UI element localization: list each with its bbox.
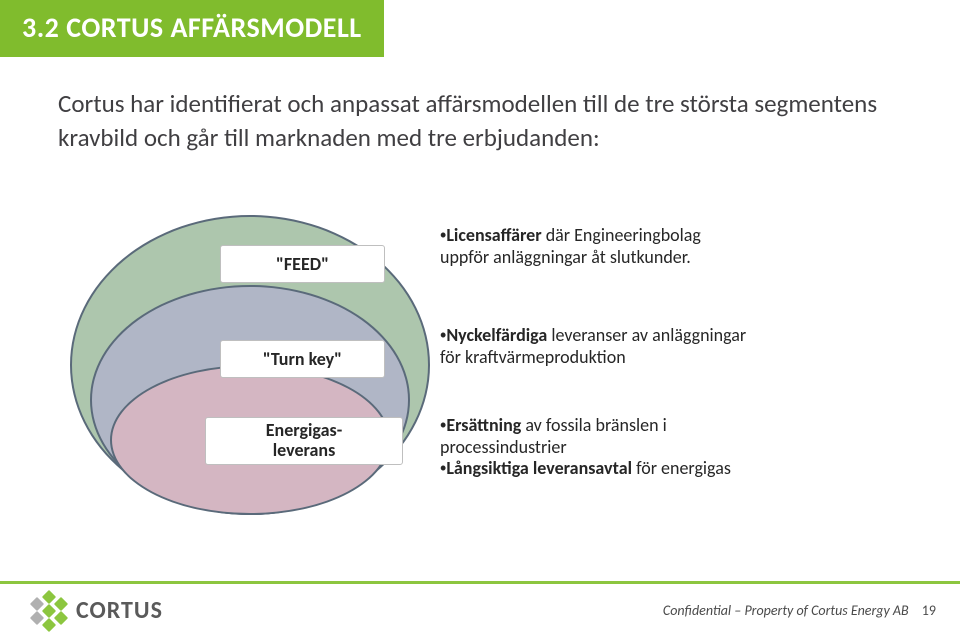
footer-right: Confidential – Property of Cortus Energy… xyxy=(663,602,936,619)
title-number: 3.2 xyxy=(22,10,59,45)
logo-text: CORTUS xyxy=(76,596,163,625)
desc-feed-lead: Licensaffärer xyxy=(446,224,541,246)
page-number: 19 xyxy=(922,602,936,619)
confidential-text: Confidential – Property of Cortus Energy… xyxy=(663,602,909,619)
title-text: CORTUS AFFÄRSMODELL xyxy=(66,10,361,45)
desc-feed: •Licensaffärer där Engineeringbolag uppf… xyxy=(440,225,740,268)
desc-energigas: •Ersättning av fossila bränslen i proces… xyxy=(440,415,760,480)
logo-icon xyxy=(30,592,68,630)
slide-title: 3.2 CORTUS AFFÄRSMODELL xyxy=(0,0,384,57)
desc-energigas-rest-b: för energigas xyxy=(632,457,731,479)
desc-turnkey-lead: Nyckelfärdiga xyxy=(446,324,547,346)
label-feed: "FEED" xyxy=(220,245,385,283)
label-energigas: Energigas- leverans xyxy=(205,417,403,465)
desc-turnkey: •Nyckelfärdiga leveranser av anläggninga… xyxy=(440,325,760,368)
venn-diagram: "FEED" "Turn key" Energigas- leverans •L… xyxy=(70,215,890,545)
logo: CORTUS xyxy=(30,592,163,630)
label-turnkey: "Turn key" xyxy=(220,340,385,378)
intro-paragraph: Cortus har identifierat och anpassat aff… xyxy=(58,87,902,155)
desc-energigas-lead-a: Ersättning xyxy=(446,414,521,436)
desc-energigas-lead-b: Långsiktiga leveransavtal xyxy=(446,457,632,479)
footer: CORTUS Confidential – Property of Cortus… xyxy=(0,581,960,637)
